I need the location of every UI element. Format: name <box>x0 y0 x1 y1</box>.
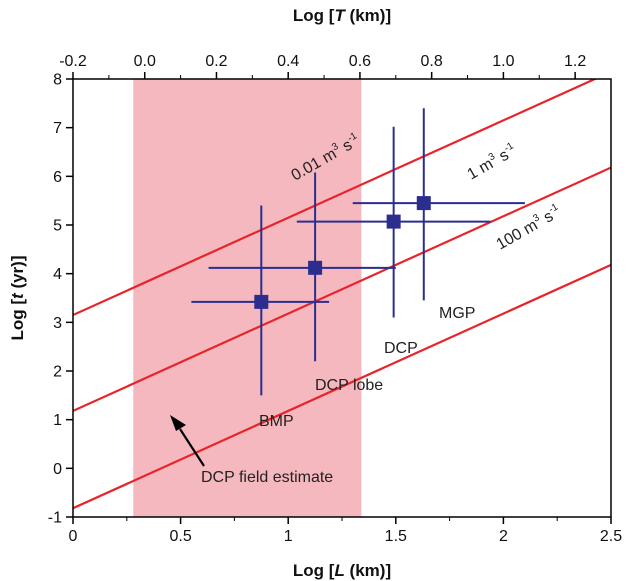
top-x-tick-label: 1.2 <box>564 53 586 70</box>
y-axis-ticks: -1 0 1 2 3 4 5 6 7 8 <box>48 72 73 527</box>
data-point-2 <box>386 214 401 229</box>
annotation-dcp: DCP <box>384 340 418 357</box>
x-tick-label: 1 <box>284 528 293 545</box>
reference-lines <box>73 79 611 510</box>
annotation-dcp-field-estimate: DCP field estimate <box>201 469 333 486</box>
y-tick-label: 4 <box>53 266 62 283</box>
reference-line-2 <box>73 263 611 510</box>
y-tick-label: 1 <box>53 412 62 429</box>
x-tick-label: 0.5 <box>169 528 191 545</box>
line-label-100: 100 m3 s-1 <box>493 201 565 253</box>
top-x-axis-title: Log [T (km)] <box>293 6 391 25</box>
y-tick-label: 0 <box>53 461 62 478</box>
top-x-tick-label: 0.8 <box>421 53 443 70</box>
data-point-0 <box>254 294 269 309</box>
top-x-tick-label: 0.6 <box>349 53 371 70</box>
line-label-1: 1 m3 s-1 <box>464 140 520 183</box>
y-tick-label: 2 <box>53 364 62 381</box>
plot-area <box>72 78 612 518</box>
x-axis-ticks: 0 0.5 1 1.5 2 2.5 <box>69 517 622 545</box>
x-tick-label: 0 <box>69 528 78 545</box>
data-points <box>254 196 431 309</box>
x-axis-title: Log [L (km)] <box>293 561 391 580</box>
y-tick-label: 3 <box>53 315 62 332</box>
annotation-mgp: MGP <box>439 305 475 322</box>
top-x-tick-label: -0.2 <box>59 53 87 70</box>
annotation-bmp: BMP <box>259 413 294 430</box>
top-x-axis-ticks: -0.2 0.0 0.2 0.4 0.6 0.8 1.0 1.2 <box>59 53 586 79</box>
y-tick-label: -1 <box>48 510 62 527</box>
x-tick-label: 2 <box>499 528 508 545</box>
arrow <box>170 415 205 467</box>
top-x-tick-label: 0.4 <box>277 53 299 70</box>
data-point-1 <box>308 260 323 275</box>
shaded-region <box>133 79 362 517</box>
top-x-tick-label: 0.0 <box>134 53 156 70</box>
y-axis-title: Log [t (yr)] <box>8 256 27 341</box>
reference-line-1 <box>73 166 611 412</box>
top-x-tick-label: 0.2 <box>205 53 227 70</box>
top-x-tick-label: 1.0 <box>492 53 514 70</box>
y-tick-label: 8 <box>53 72 62 89</box>
x-tick-label: 1.5 <box>385 528 407 545</box>
reference-line-0 <box>73 79 598 317</box>
y-tick-label: 5 <box>53 218 62 235</box>
y-tick-label: 7 <box>53 120 62 137</box>
y-tick-label: 6 <box>53 169 62 186</box>
x-tick-label: 2.5 <box>600 528 622 545</box>
annotation-dcp-lobe: DCP lobe <box>315 377 383 394</box>
data-point-3 <box>416 196 431 211</box>
